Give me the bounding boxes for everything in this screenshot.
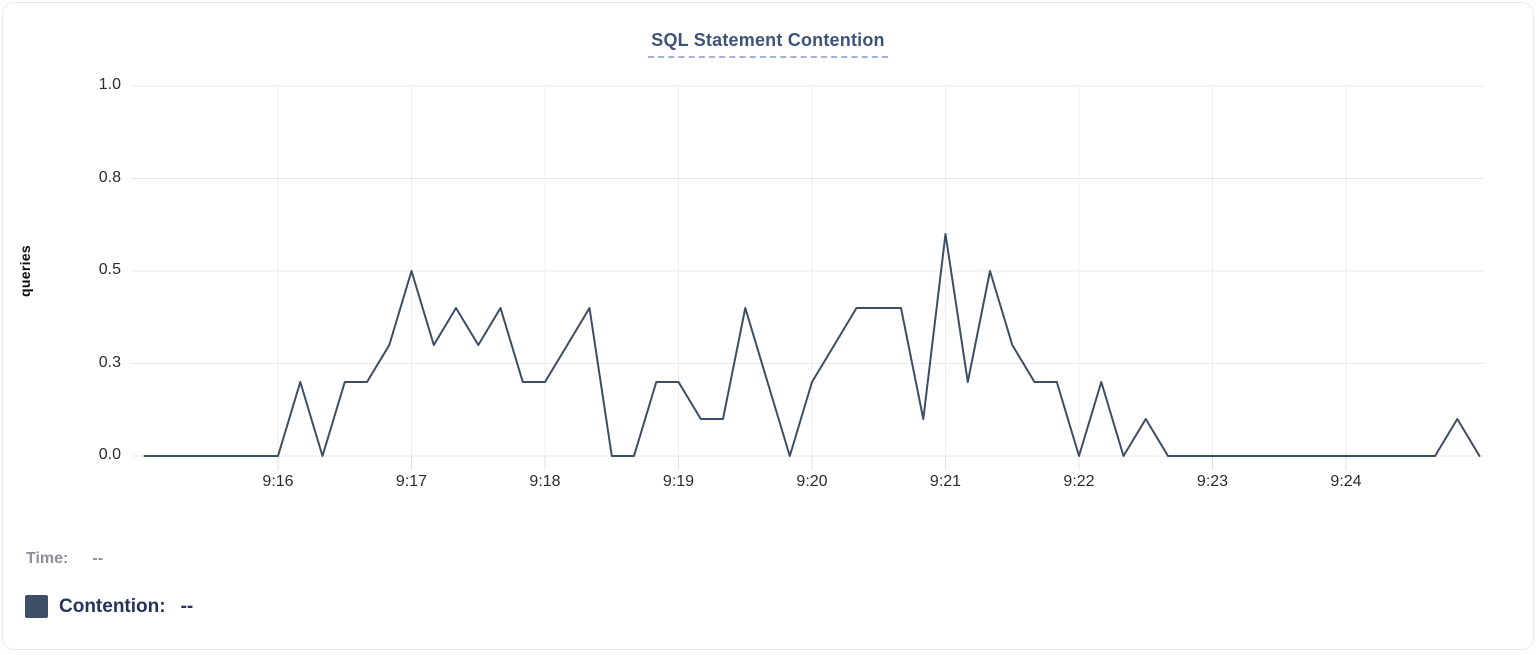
time-value: -- xyxy=(92,550,103,567)
x-tick-label: 9:22 xyxy=(1034,473,1124,491)
tooltip-time-row: Time: -- xyxy=(26,550,103,568)
y-tick-label: 0.8 xyxy=(3,169,121,187)
x-tick-label: 9:18 xyxy=(500,473,590,491)
y-tick-label: 0.3 xyxy=(3,354,121,372)
y-tick-label: 0.5 xyxy=(3,261,121,279)
x-tick-label: 9:16 xyxy=(233,473,323,491)
legend-contention-row[interactable]: Contention: -- xyxy=(25,595,193,618)
y-tick-label: 1.0 xyxy=(3,76,121,94)
x-tick-label: 9:24 xyxy=(1301,473,1391,491)
x-tick-label: 9:19 xyxy=(634,473,724,491)
line-chart[interactable] xyxy=(3,3,1536,655)
contention-value: -- xyxy=(181,596,194,618)
x-tick-label: 9:23 xyxy=(1168,473,1258,491)
y-tick-label: 0.0 xyxy=(3,446,121,464)
time-label: Time: xyxy=(26,550,68,567)
contention-series-swatch xyxy=(25,595,48,618)
x-tick-label: 9:20 xyxy=(767,473,857,491)
x-tick-label: 9:21 xyxy=(901,473,991,491)
contention-label: Contention: xyxy=(59,596,166,618)
x-tick-label: 9:17 xyxy=(367,473,457,491)
